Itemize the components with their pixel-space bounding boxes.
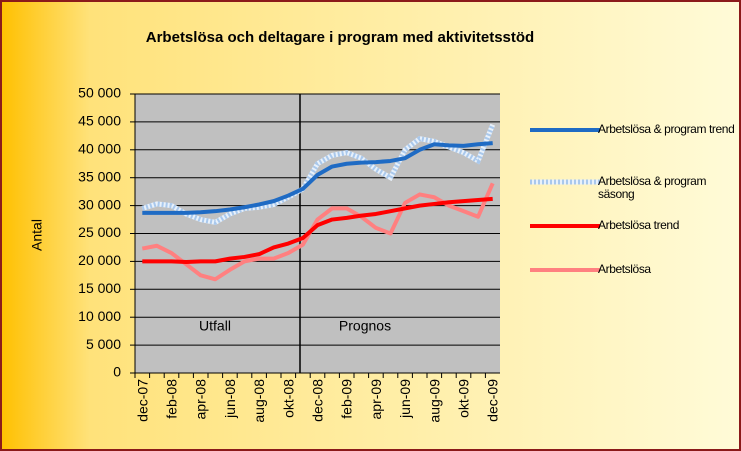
x-tick-label: aug-09 [426,379,442,423]
y-tick-label: 50 000 [78,85,121,101]
y-axis-title: Antal [29,219,45,251]
series-line [142,141,493,215]
series-line [141,123,496,225]
x-tick-label: dec-09 [485,379,501,422]
series-line [142,196,493,264]
x-tick-label: jun-09 [397,379,413,419]
x-tick-label: jun-08 [222,379,238,419]
legend-label: Arbetslösa trend [598,218,679,232]
annotation: Prognos [339,318,391,334]
legend-label: Arbetslösa & program trend [598,122,735,136]
y-tick-label: 15 000 [78,280,121,296]
legend-label: Arbetslösa [598,262,651,276]
y-tick-label: 40 000 [78,141,121,157]
y-tick-label: 10 000 [78,308,121,324]
x-tick-label: apr-09 [368,379,384,420]
y-tick-label: 5 000 [86,336,121,352]
y-tick-label: 45 000 [78,113,121,129]
x-tick-label: okt-09 [456,379,472,418]
y-tick-label: 25 000 [78,224,121,240]
chart-title: Arbetslösa och deltagare i program med a… [145,29,535,46]
series-line [141,182,495,282]
y-tick-label: 0 [113,364,121,380]
x-tick-label: dec-07 [134,379,150,422]
x-tick-label: apr-08 [193,379,209,420]
x-tick-label: aug-08 [251,379,267,423]
x-tick-label: feb-08 [164,379,180,419]
y-tick-label: 20 000 [78,252,121,268]
x-tick-label: dec-08 [310,379,326,422]
legend-label: Arbetslösa & program säsong [598,174,707,201]
x-tick-label: okt-08 [280,379,296,418]
y-tick-label: 35 000 [78,168,121,184]
annotation: Utfall [199,318,231,334]
x-tick-label: feb-09 [339,379,355,419]
y-tick-label: 30 000 [78,196,121,212]
